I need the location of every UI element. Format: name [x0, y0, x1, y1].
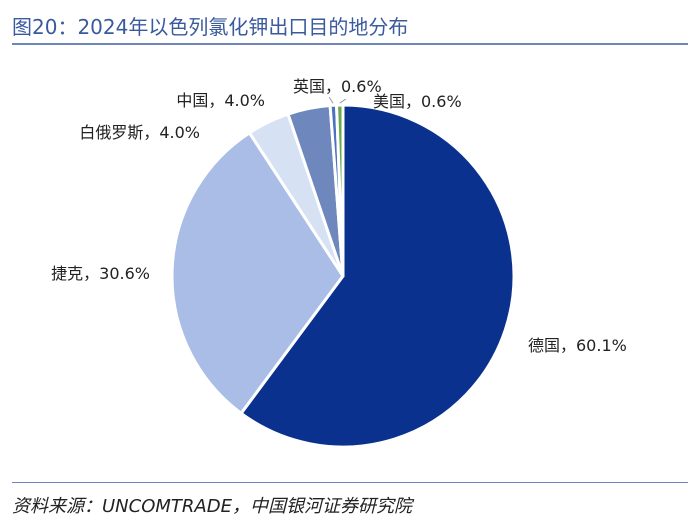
- pie-slice-6: [335, 103, 345, 278]
- leader-line-5: [328, 97, 334, 104]
- source-divider: [12, 482, 688, 483]
- data-label-5: 英国，0.6%: [293, 77, 382, 96]
- data-label-3: 白俄罗斯，4.0%: [79, 123, 200, 142]
- figure-title: 图20：2024年以色列氯化钾出口目的地分布: [12, 15, 409, 39]
- data-label-1: 德国，60.1%: [528, 336, 627, 355]
- pie-slices: [170, 103, 516, 449]
- data-label-4: 中国，4.0%: [176, 91, 265, 110]
- leader-lines: [328, 97, 347, 104]
- pie-slice-1: [239, 103, 516, 449]
- title-divider: [12, 43, 688, 45]
- data-label-6: 美国，0.6%: [373, 92, 462, 111]
- leader-line-6: [339, 98, 347, 104]
- data-labels: 德国，60.1% 捷克，30.6% 白俄罗斯，4.0% 中国，4.0% 英国，0.6%美…: [51, 77, 627, 355]
- pie-slice-2: [170, 131, 345, 415]
- data-label-2: 捷克，30.6%: [51, 264, 150, 283]
- source-note: 资料来源：UNCOMTRADE，中国银河证券研究院: [12, 496, 412, 517]
